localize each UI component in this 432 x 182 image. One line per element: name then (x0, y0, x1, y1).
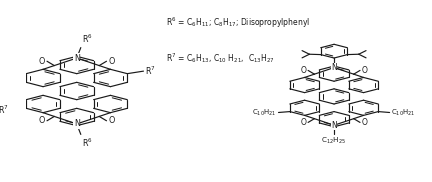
Text: N: N (331, 63, 337, 72)
Text: O: O (362, 66, 368, 75)
Text: O: O (38, 57, 45, 66)
Text: R$^{6}$: R$^{6}$ (83, 136, 93, 149)
Text: O: O (300, 66, 306, 75)
Text: C$_{10}$H$_{21}$: C$_{10}$H$_{21}$ (252, 107, 277, 118)
Text: R$^{6}$: R$^{6}$ (83, 33, 93, 46)
Text: R$^{7}$: R$^{7}$ (145, 65, 156, 77)
Text: N: N (74, 54, 79, 63)
Text: O: O (300, 118, 306, 127)
Text: N: N (331, 121, 337, 130)
Text: C$_{10}$H$_{21}$: C$_{10}$H$_{21}$ (391, 107, 416, 118)
Text: O: O (38, 116, 45, 125)
Text: R$^{7}$ = C$_6$H$_{13}$, C$_{10}$ H$_{21}$,  C$_{13}$H$_{27}$: R$^{7}$ = C$_6$H$_{13}$, C$_{10}$ H$_{21… (166, 52, 275, 66)
Text: O: O (108, 57, 115, 66)
Text: O: O (108, 116, 115, 125)
Text: N: N (74, 119, 79, 128)
Text: O: O (362, 118, 368, 127)
Text: R$^{6}$ = C$_6$H$_{11}$; C$_8$H$_{17}$; Diisopropylphenyl: R$^{6}$ = C$_6$H$_{11}$; C$_8$H$_{17}$; … (166, 15, 310, 29)
Text: R$^{7}$: R$^{7}$ (0, 104, 8, 116)
Text: C$_{12}$H$_{25}$: C$_{12}$H$_{25}$ (321, 136, 347, 146)
